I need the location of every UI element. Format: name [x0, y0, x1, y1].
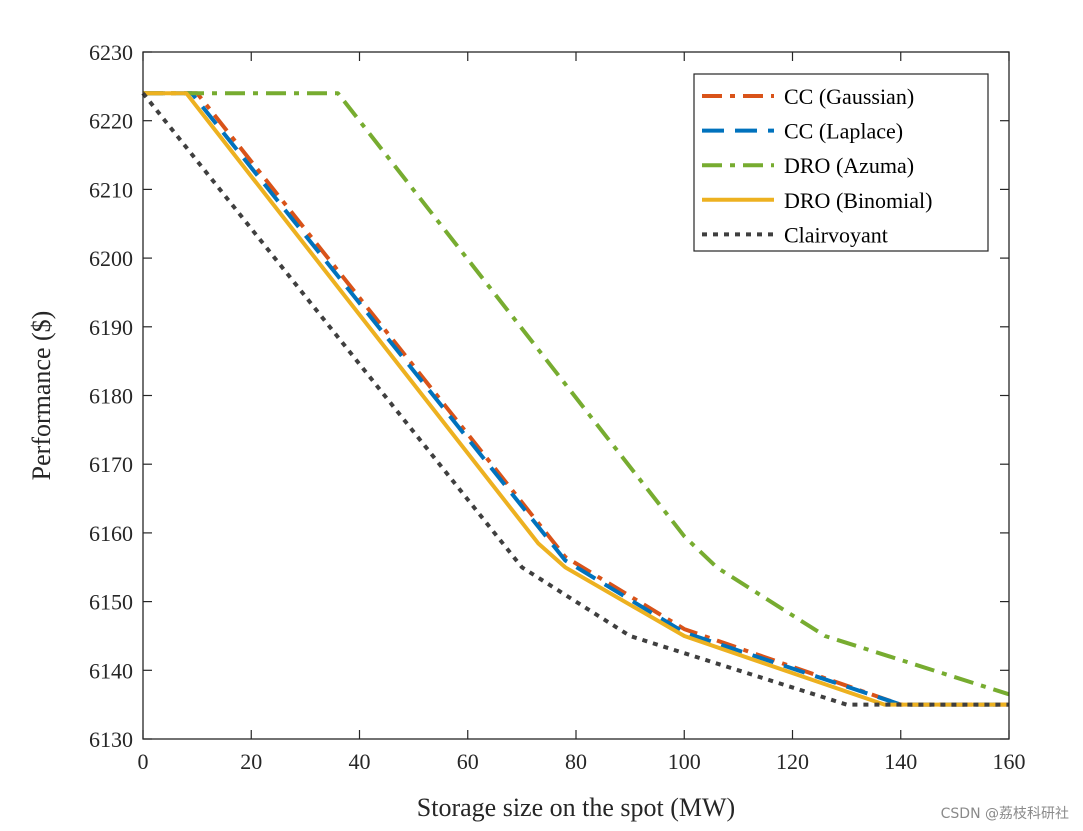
x-tick-label: 160: [993, 749, 1026, 774]
y-axis-label: Performance ($): [27, 311, 56, 481]
x-tick-label: 120: [776, 749, 809, 774]
y-tick-label: 6220: [89, 109, 133, 134]
x-tick-label: 140: [884, 749, 917, 774]
legend-label-1: CC (Gaussian): [784, 84, 914, 109]
y-tick-label: 6150: [89, 590, 133, 615]
x-axis-label: Storage size on the spot (MW): [417, 793, 735, 822]
y-tick-label: 6200: [89, 246, 133, 271]
x-tick-label: 100: [668, 749, 701, 774]
legend-label-2: CC (Laplace): [784, 119, 903, 144]
x-tick-label: 80: [565, 749, 587, 774]
watermark-text: CSDN @荔枝科研社: [940, 806, 1069, 822]
ticks-layer: 0 20 40 60 80 100 120 140 160 6130 6140 6150 6160 617…: [89, 40, 1026, 774]
x-tick-label: 20: [240, 749, 262, 774]
y-tick-label: 6170: [89, 452, 133, 477]
x-tick-label: 0: [138, 749, 149, 774]
series-layer: [141, 91, 1010, 707]
y-tick-label: 6160: [89, 521, 133, 546]
y-tick-label: 6130: [89, 727, 133, 752]
series-line-5: [141, 91, 1009, 707]
legend-box: [693, 73, 989, 252]
legend: CC (Gaussian) CC (Laplace) DRO (Azuma) DRO …: [693, 73, 989, 252]
y-tick-label: 6190: [89, 315, 133, 340]
x-tick-label: 60: [457, 749, 479, 774]
series-line-3: [143, 91, 1010, 697]
legend-label-5: Clairvoyant: [784, 222, 888, 247]
y-tick-label: 6140: [89, 658, 133, 683]
y-tick-label: 6180: [89, 384, 133, 409]
y-tick-label: 6210: [89, 177, 133, 202]
x-tick-label: 40: [349, 749, 371, 774]
legend-label-3: DRO (Azuma): [784, 153, 914, 178]
series-line-4: [143, 91, 1009, 707]
y-tick-label: 6230: [89, 40, 133, 65]
legend-label-4: DRO (Binomial): [784, 188, 933, 213]
